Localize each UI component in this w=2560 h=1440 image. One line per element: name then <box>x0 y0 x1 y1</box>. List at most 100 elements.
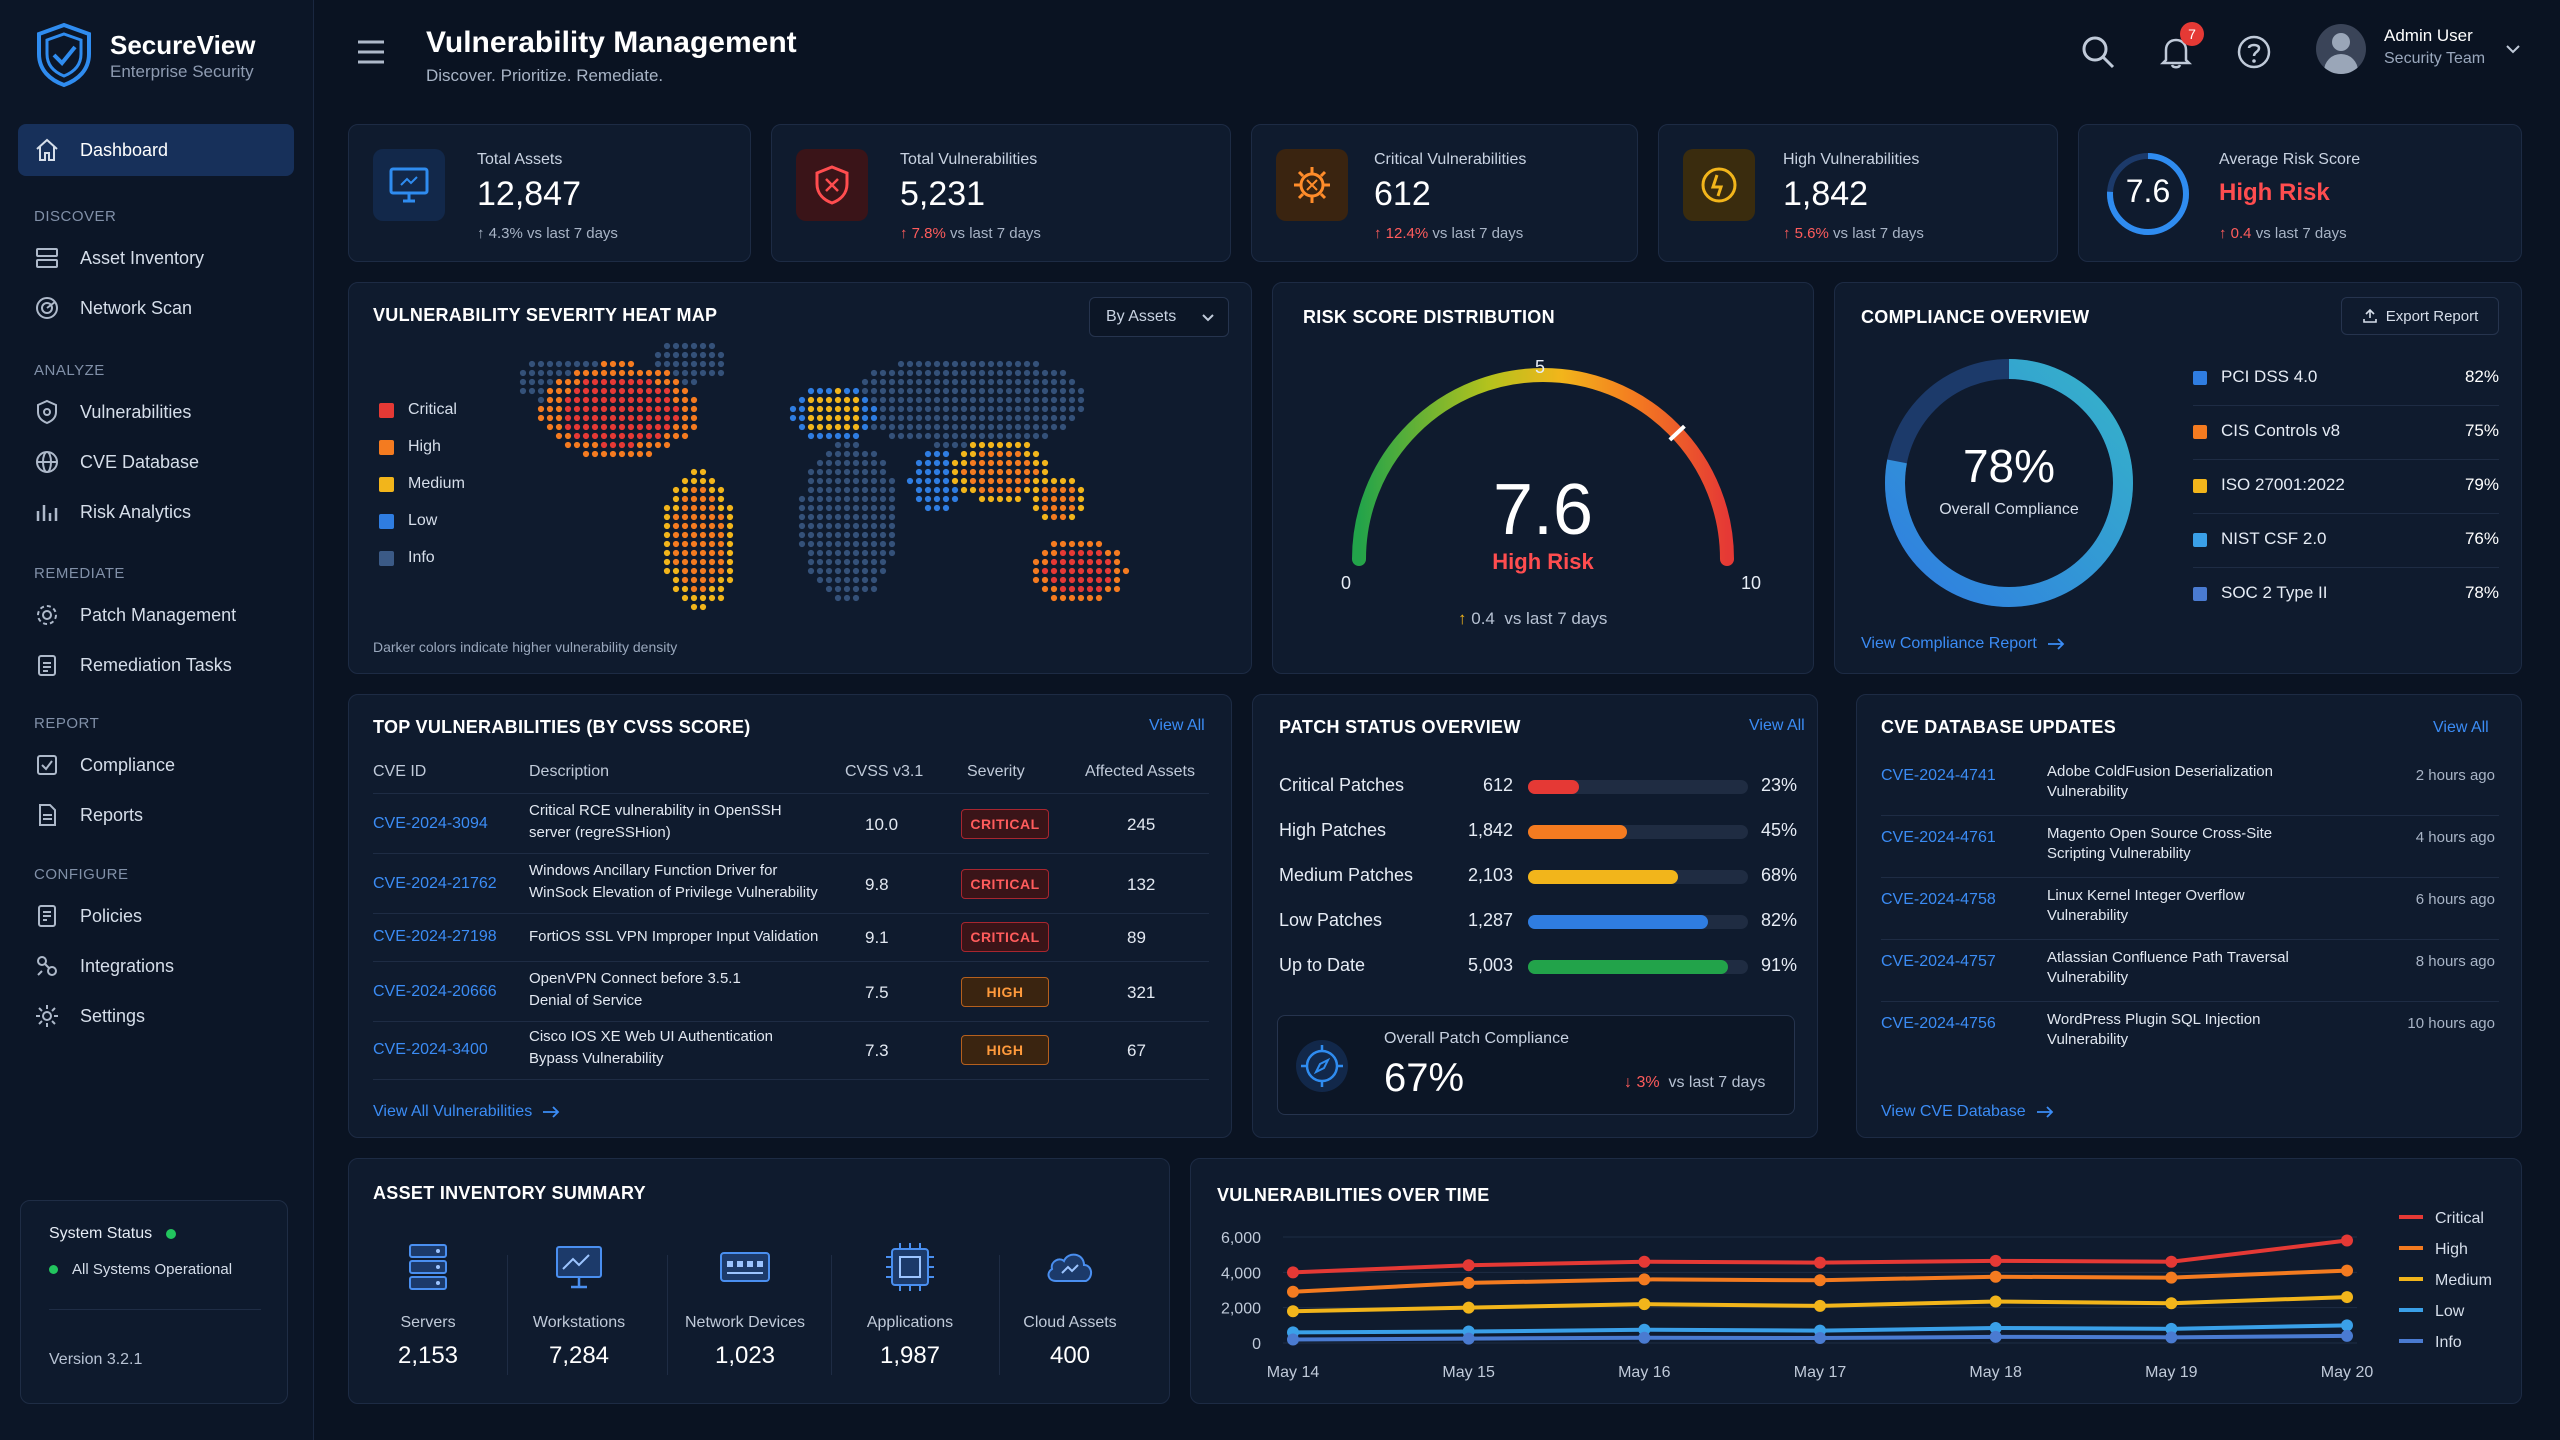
cve-update-row[interactable]: CVE-2024-4761 Magento Open Source Cross-S… <box>1857 823 2523 881</box>
data-point[interactable] <box>2341 1264 2353 1277</box>
sidebar-item-patch-management[interactable]: Patch Management <box>18 589 294 641</box>
data-point[interactable] <box>2165 1255 2178 1268</box>
table-row[interactable]: CVE-2024-27198 FortiOS SSL VPN Improper I… <box>349 913 1233 962</box>
cve-updates-view-all[interactable]: View All <box>2433 719 2489 736</box>
heat-dot <box>672 369 680 377</box>
view-all-vulnerabilities-link[interactable]: View All Vulnerabilities <box>373 1103 560 1121</box>
cve-title-line2: Vulnerability <box>2047 783 2129 800</box>
data-point[interactable] <box>2165 1297 2178 1310</box>
patch-row[interactable]: Medium Patches 2,103 68% <box>1253 861 1819 891</box>
data-point[interactable] <box>1462 1259 1475 1272</box>
sidebar-item-compliance[interactable]: Compliance <box>18 739 294 791</box>
sidebar-item-asset-inventory[interactable]: Asset Inventory <box>18 232 294 284</box>
cve-id-link[interactable]: CVE-2024-4756 <box>1881 1015 1996 1032</box>
data-point[interactable] <box>1814 1299 1826 1312</box>
cve-update-row[interactable]: CVE-2024-4756 WordPress Plugin SQL Inject… <box>1857 1009 2523 1067</box>
data-point[interactable] <box>1287 1333 1299 1346</box>
data-point[interactable] <box>2341 1319 2353 1332</box>
sidebar-item-network-scan[interactable]: Network Scan <box>18 282 294 334</box>
cve-update-row[interactable]: CVE-2024-4741 Adobe ColdFusion Deserializ… <box>1857 761 2523 819</box>
patch-row[interactable]: Low Patches 1,287 82% <box>1253 906 1819 936</box>
cve-id-link[interactable]: CVE-2024-3400 <box>373 1041 488 1058</box>
asset-network-devices[interactable]: Network Devices 1,023 <box>665 1239 825 1370</box>
data-point[interactable] <box>1638 1331 1651 1344</box>
cve-id-link[interactable]: CVE-2024-4761 <box>1881 829 1996 846</box>
data-point[interactable] <box>1638 1273 1651 1286</box>
cve-id-link[interactable]: CVE-2024-4758 <box>1881 891 1996 908</box>
cve-update-row[interactable]: CVE-2024-4757 Atlassian Confluence Path T… <box>1857 947 2523 1005</box>
top-vulns-view-all[interactable]: View All <box>1149 717 1205 734</box>
sidebar-item-vulnerabilities[interactable]: Vulnerabilities <box>18 386 294 438</box>
data-point[interactable] <box>1287 1266 1299 1279</box>
data-point[interactable] <box>1814 1274 1826 1287</box>
cve-update-row[interactable]: CVE-2024-4758 Linux Kernel Integer Overfl… <box>1857 885 2523 943</box>
data-point[interactable] <box>1989 1321 2002 1334</box>
data-point[interactable] <box>1462 1332 1475 1345</box>
data-point[interactable] <box>1462 1301 1475 1314</box>
sidebar-item-settings[interactable]: Settings <box>18 990 294 1042</box>
help-icon[interactable] <box>2236 34 2272 70</box>
framework-row[interactable]: SOC 2 Type II 78% <box>2193 579 2499 609</box>
cve-id-link[interactable]: CVE-2024-4757 <box>1881 953 1996 970</box>
heatmap-dropdown[interactable]: By Assets <box>1089 297 1229 337</box>
patch-row[interactable]: Up to Date 5,003 91% <box>1253 951 1819 981</box>
table-row[interactable]: CVE-2024-20666 OpenVPN Connect before 3.5… <box>349 963 1233 1022</box>
data-point[interactable] <box>1989 1254 2002 1267</box>
patch-row[interactable]: High Patches 1,842 45% <box>1253 816 1819 846</box>
sidebar-item-remediation-tasks[interactable]: Remediation Tasks <box>18 639 294 691</box>
heat-dot <box>1023 450 1031 458</box>
notifications-button[interactable]: 7 <box>2158 22 2204 72</box>
sidebar-item-policies[interactable]: Policies <box>18 890 294 942</box>
framework-row[interactable]: ISO 27001:2022 79% <box>2193 471 2499 514</box>
data-point[interactable] <box>1287 1285 1299 1298</box>
cve-id-link[interactable]: CVE-2024-21762 <box>373 875 497 892</box>
view-compliance-report-link[interactable]: View Compliance Report <box>1861 635 2065 653</box>
data-point[interactable] <box>1287 1305 1299 1318</box>
framework-row[interactable]: NIST CSF 2.0 76% <box>2193 525 2499 568</box>
data-point[interactable] <box>1989 1330 2002 1343</box>
data-point[interactable] <box>1989 1295 2002 1308</box>
user-menu[interactable]: Admin User Security Team <box>2316 22 2526 78</box>
data-point[interactable] <box>1638 1298 1651 1311</box>
world-heat-map[interactable] <box>499 331 1219 631</box>
data-point[interactable] <box>2341 1234 2353 1247</box>
sidebar-item-integrations[interactable]: Integrations <box>18 940 294 992</box>
data-point[interactable] <box>2165 1271 2178 1284</box>
cve-id-link[interactable]: CVE-2024-3094 <box>373 815 488 832</box>
heat-dot <box>834 594 842 602</box>
sidebar-item-risk-analytics[interactable]: Risk Analytics <box>18 486 294 538</box>
asset-applications[interactable]: Applications 1,987 <box>835 1239 985 1370</box>
framework-row[interactable]: PCI DSS 4.0 82% <box>2193 363 2499 406</box>
server-icon <box>409 1244 447 1290</box>
asset-servers[interactable]: Servers 2,153 <box>353 1239 503 1370</box>
asset-workstations[interactable]: Workstations 7,284 <box>504 1239 654 1370</box>
data-point[interactable] <box>1814 1256 1826 1269</box>
data-point[interactable] <box>1462 1276 1475 1289</box>
table-row[interactable]: CVE-2024-3400 Cisco IOS XE Web UI Authent… <box>349 1021 1233 1080</box>
cve-id-link[interactable]: CVE-2024-4741 <box>1881 767 1996 784</box>
sidebar-item-dashboard[interactable]: Dashboard <box>18 124 294 176</box>
asset-cloud-assets[interactable]: Cloud Assets 400 <box>995 1239 1145 1370</box>
data-point[interactable] <box>1638 1255 1651 1268</box>
data-point[interactable] <box>2165 1322 2178 1335</box>
heat-dot <box>591 360 599 368</box>
data-point[interactable] <box>2165 1331 2178 1344</box>
patch-row[interactable]: Critical Patches 612 23% <box>1253 771 1819 801</box>
data-point[interactable] <box>2341 1329 2353 1342</box>
data-point[interactable] <box>1814 1332 1826 1345</box>
framework-row[interactable]: CIS Controls v8 75% <box>2193 417 2499 460</box>
data-point[interactable] <box>2341 1291 2353 1304</box>
menu-icon[interactable] <box>356 38 386 66</box>
table-row[interactable]: CVE-2024-21762 Windows Ancillary Function… <box>349 855 1233 914</box>
patch-view-all[interactable]: View All <box>1749 717 1805 734</box>
arrow-up-icon: ↑ <box>900 225 912 242</box>
sidebar-item-reports[interactable]: Reports <box>18 789 294 841</box>
table-row[interactable]: CVE-2024-3094 Critical RCE vulnerability … <box>349 795 1233 854</box>
view-cve-database-link[interactable]: View CVE Database <box>1881 1103 2054 1121</box>
cve-id-link[interactable]: CVE-2024-27198 <box>373 928 497 945</box>
search-icon[interactable] <box>2080 34 2116 70</box>
cve-id-link[interactable]: CVE-2024-20666 <box>373 983 497 1000</box>
data-point[interactable] <box>1989 1270 2002 1283</box>
export-report-button[interactable]: Export Report <box>2341 297 2499 335</box>
sidebar-item-cve-database[interactable]: CVE Database <box>18 436 294 488</box>
